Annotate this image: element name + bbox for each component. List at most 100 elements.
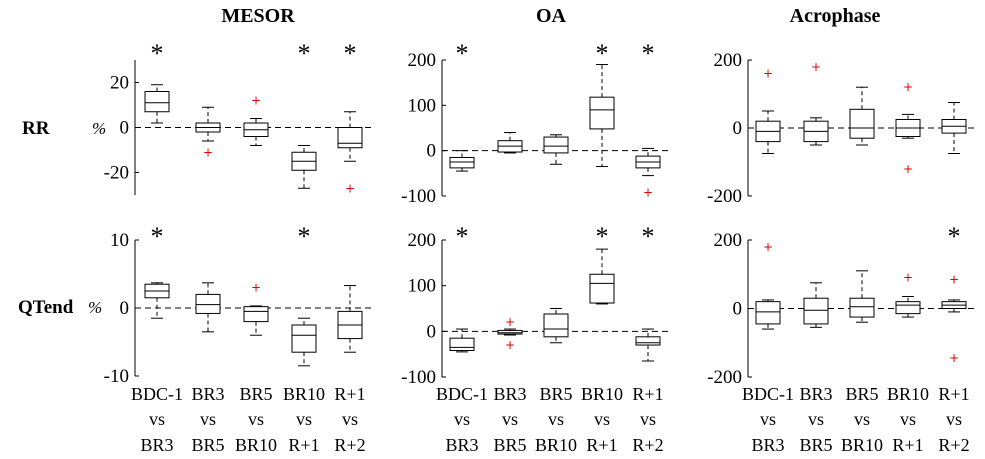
comparison-label: BR3 [799,384,832,404]
box-iqr [543,136,569,154]
outlier-marker: + [763,67,773,81]
comparison-label: BR5 [799,435,832,455]
box-iqr [243,306,269,323]
box-5: + + * [941,222,967,365]
outlier-marker: + [811,60,821,74]
y-tick-label: -100 [401,186,436,207]
box-iqr [803,297,829,325]
box-iqr [755,301,781,325]
outlier-marker: + [505,338,515,352]
y-tick-label: 0 [427,321,437,342]
box-2: + [803,60,829,146]
box-iqr [195,293,221,314]
comparison-label: vs [760,409,776,429]
comparison-label: BR3 [445,435,478,455]
comparison-label: vs [149,409,165,429]
comparison-label: vs [296,409,312,429]
box-4: * [589,39,615,168]
y-tick-label: -200 [707,186,742,207]
comparison-label: BR5 [493,435,526,455]
box-2: + [195,106,221,159]
y-tick-label: 0 [733,299,743,320]
box-3 [543,134,569,165]
box-4: + [895,271,921,318]
comparison-label: vs [594,409,610,429]
box-2 [803,282,829,328]
comparison-label: R+1 [334,384,365,404]
box-3 [543,308,569,344]
comparison-label: vs [854,409,870,429]
box-4: * [291,222,317,367]
comparison-label: vs [548,409,564,429]
y-tick-label: 200 [714,50,743,71]
outlier-marker: + [903,271,913,285]
comparison-label: BR3 [140,435,173,455]
box-5: * [635,222,661,362]
comparison-label: vs [248,409,264,429]
comparison-label: vs [454,409,470,429]
comparison-label: vs [900,409,916,429]
comparison-label: BR5 [539,384,572,404]
box-iqr [144,91,170,113]
comparison-label: BR3 [191,384,224,404]
outlier-marker: + [903,162,913,176]
outlier-marker: + [203,145,213,159]
y-tick-label: -100 [401,367,436,388]
box-3 [849,270,875,323]
comparison-label: BR10 [887,384,929,404]
significance-star: * [344,39,357,68]
y-tick-label: 20 [110,73,129,94]
box-5 [941,102,967,154]
box-iqr [449,337,475,352]
box-4: * [291,39,317,189]
outlier-marker: + [643,185,653,199]
box-5: +* [635,39,661,199]
outlier-marker: + [903,80,913,94]
box-1: * [144,39,170,124]
box-1: * [449,39,475,172]
comparison-label: vs [640,409,656,429]
box-iqr [291,324,317,353]
comparison-label: R+1 [288,435,319,455]
significance-star: * [151,222,164,251]
significance-star: * [456,222,469,251]
y-tick-label: -200 [707,367,742,388]
box-iqr [635,336,661,346]
box-4: * [589,222,615,305]
column-title-mesor: MESOR [221,5,295,27]
outlier-marker: + [505,315,515,329]
comparison-label: BR5 [191,435,224,455]
y-tick-label: 0 [427,141,437,162]
significance-star: * [948,222,961,251]
significance-star: * [642,39,655,68]
comparison-label: R+2 [334,435,365,455]
comparison-label: BDC-1 [131,384,183,404]
panel-qtend-mesor: -10 0 10 * + * [104,222,372,387]
column-title-oa: OA [536,5,567,27]
box-2: ++ [497,315,523,352]
comparison-label: BR5 [239,384,272,404]
unit-label-qtend: % [88,298,102,317]
outlier-marker: + [763,240,773,254]
y-tick-label: 100 [408,276,437,297]
y-tick-label: 10 [110,230,129,251]
column-title-acrophase: Acrophase [790,5,881,27]
comparison-label: vs [502,409,518,429]
y-tick-label: 0 [120,118,130,139]
comparison-label: vs [946,409,962,429]
comparison-label: R+2 [938,435,969,455]
significance-star: * [596,39,609,68]
significance-star: * [456,39,469,68]
y-tick-label: 200 [714,230,743,251]
comparison-labels: BDC-1 vs BR3 BR3 vs BR5 BR5 vs BR10 BR10… [131,384,970,455]
y-tick-label: 0 [733,118,743,139]
y-tick-label: 100 [408,95,437,116]
panel-qtend-acrophase: -200 0 200 + + + + * [707,222,976,388]
box-2 [195,282,221,333]
comparison-label: BDC-1 [436,384,488,404]
box-4: ++ [895,80,921,176]
